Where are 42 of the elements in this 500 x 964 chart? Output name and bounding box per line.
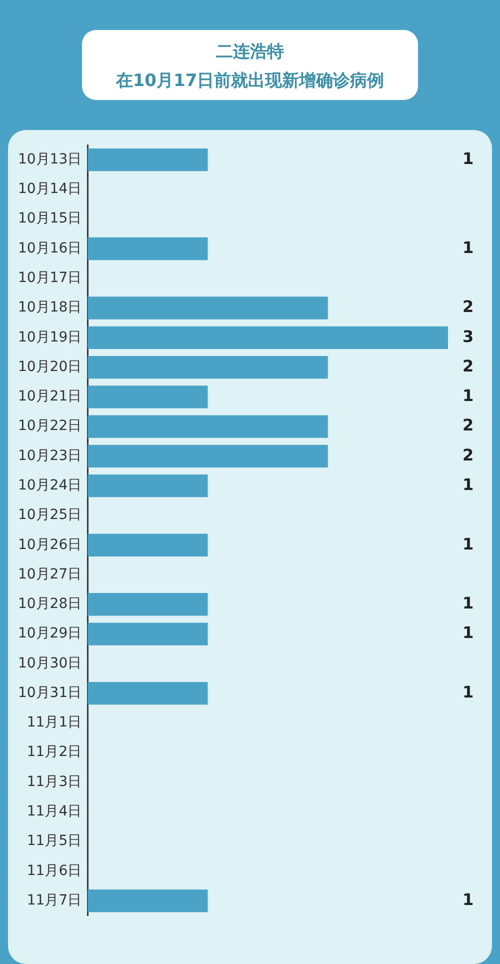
chart-title: 二连浩特	[215, 41, 285, 63]
y-tick-label: 10月17日	[18, 270, 82, 286]
y-tick-label: 10月30日	[18, 655, 82, 672]
y-tick-label: 11月2日	[26, 744, 82, 760]
y-tick-label: 10月13日	[18, 151, 82, 168]
y-tick-label: 10月27日	[18, 566, 82, 582]
y-tick-label: 10月22日	[18, 418, 82, 434]
y-tick-label: 10月23日	[18, 448, 82, 464]
data-label: 1	[462, 475, 474, 494]
data-label: 2	[462, 416, 474, 435]
y-tick-label: 11月3日	[26, 774, 82, 790]
data-label: 1	[462, 238, 474, 257]
y-tick-label: 10月28日	[18, 596, 82, 612]
data-label: 2	[462, 297, 474, 316]
y-tick-label: 10月26日	[18, 536, 82, 553]
data-label: 1	[462, 623, 474, 642]
y-tick-label: 10月29日	[18, 626, 82, 642]
y-tick-label: 10月21日	[18, 388, 82, 405]
y-tick-label: 10月16日	[18, 240, 82, 256]
y-tick-label: 10月19日	[18, 329, 82, 346]
data-label: 2	[462, 445, 474, 464]
chart-subtitle: 在10月17日前就出现新增确诊病例	[114, 70, 386, 92]
y-tick-label: 11月4日	[26, 804, 82, 820]
data-label: 1	[462, 594, 474, 613]
y-tick-label: 10月25日	[18, 507, 82, 524]
y-tick-label: 11月5日	[26, 833, 82, 850]
data-label: 1	[462, 534, 474, 554]
y-tick-label: 11月1日	[26, 714, 82, 731]
data-label: 1	[462, 890, 474, 909]
y-tick-label: 10月24日	[18, 477, 82, 494]
data-label: 2	[462, 356, 474, 376]
data-label: 3	[462, 326, 474, 346]
y-tick-label: 10月18日	[18, 300, 82, 316]
y-tick-label: 11月7日	[26, 892, 82, 908]
y-tick-label: 10月14日	[18, 181, 82, 198]
data-label: 1	[462, 386, 474, 406]
y-tick-label: 10月31日	[18, 684, 82, 701]
data-label: 1	[462, 148, 474, 168]
data-label: 1	[462, 682, 474, 702]
y-tick-label: 11月6日	[26, 862, 82, 879]
y-tick-label: 10月15日	[18, 210, 82, 227]
y-tick-label: 10月20日	[18, 358, 82, 375]
